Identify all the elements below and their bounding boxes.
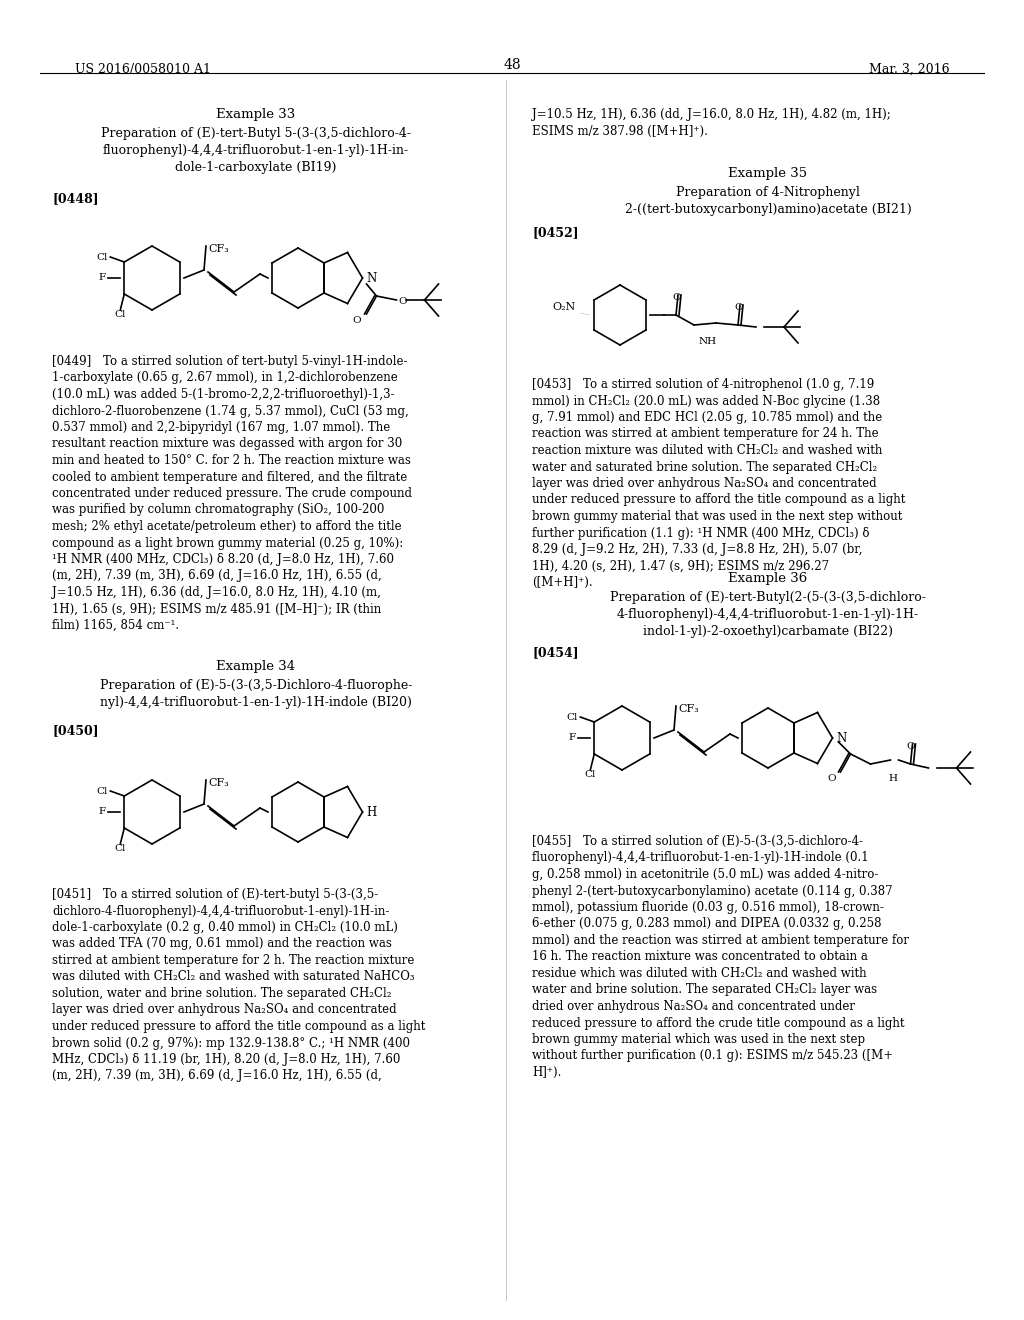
Text: [0453] To a stirred solution of 4-nitrophenol (1.0 g, 7.19
mmol) in CH₂Cl₂ (20.0: [0453] To a stirred solution of 4-nitrop… bbox=[532, 378, 905, 589]
Text: CF₃: CF₃ bbox=[208, 777, 228, 788]
Text: Cl: Cl bbox=[566, 714, 578, 722]
Text: CF₃: CF₃ bbox=[678, 704, 698, 714]
Text: [0449] To a stirred solution of tert-butyl 5-vinyl-1H-indole-
1-carboxylate (0.6: [0449] To a stirred solution of tert-but… bbox=[52, 355, 412, 632]
Text: 48: 48 bbox=[503, 58, 521, 73]
Text: Cl: Cl bbox=[115, 310, 126, 319]
Text: O: O bbox=[734, 304, 743, 312]
Text: J=10.5 Hz, 1H), 6.36 (dd, J=16.0, 8.0 Hz, 1H), 4.82 (m, 1H);
ESIMS m/z 387.98 ([: J=10.5 Hz, 1H), 6.36 (dd, J=16.0, 8.0 Hz… bbox=[532, 108, 891, 137]
Text: US 2016/0058010 A1: US 2016/0058010 A1 bbox=[75, 63, 211, 77]
Text: O: O bbox=[673, 293, 681, 302]
Text: Cl: Cl bbox=[115, 843, 126, 853]
Text: O: O bbox=[352, 315, 361, 325]
Text: N: N bbox=[836, 733, 846, 746]
Text: Preparation of (E)-tert-Butyl 5-(3-(3,5-dichloro-4-
fluorophenyl)-4,4,4-trifluor: Preparation of (E)-tert-Butyl 5-(3-(3,5-… bbox=[101, 127, 411, 174]
Text: H: H bbox=[366, 807, 376, 820]
Text: Cl: Cl bbox=[585, 770, 596, 779]
Text: F: F bbox=[99, 273, 106, 282]
Text: [0448]: [0448] bbox=[52, 191, 98, 205]
Text: Cl: Cl bbox=[96, 788, 108, 796]
Text: O: O bbox=[398, 297, 407, 306]
Text: Example 34: Example 34 bbox=[216, 660, 296, 673]
Text: H: H bbox=[888, 774, 897, 783]
Text: Preparation of 4-Nitrophenyl
2-((tert-butoxycarbonyl)amino)acetate (BI21): Preparation of 4-Nitrophenyl 2-((tert-bu… bbox=[625, 186, 911, 216]
Text: NH: NH bbox=[699, 337, 717, 346]
Text: Example 35: Example 35 bbox=[728, 168, 808, 180]
Text: [0452]: [0452] bbox=[532, 226, 579, 239]
Text: N: N bbox=[366, 272, 376, 285]
Text: [0455] To a stirred solution of (E)-5-(3-(3,5-dichloro-4-
fluorophenyl)-4,4,4-tr: [0455] To a stirred solution of (E)-5-(3… bbox=[532, 836, 909, 1078]
Text: Example 36: Example 36 bbox=[728, 572, 808, 585]
Text: F: F bbox=[569, 734, 575, 742]
Text: F: F bbox=[99, 808, 106, 817]
Text: [0451] To a stirred solution of (E)-tert-butyl 5-(3-(3,5-
dichloro-4-fluoropheny: [0451] To a stirred solution of (E)-tert… bbox=[52, 888, 425, 1082]
Text: O: O bbox=[906, 742, 915, 751]
Text: [0450]: [0450] bbox=[52, 723, 98, 737]
Text: Cl: Cl bbox=[96, 253, 108, 263]
Text: O: O bbox=[827, 774, 836, 783]
Text: Preparation of (E)-tert-Butyl(2-(5-(3-(3,5-dichloro-
4-fluorophenyl)-4,4,4-trifl: Preparation of (E)-tert-Butyl(2-(5-(3-(3… bbox=[610, 591, 926, 638]
Text: Example 33: Example 33 bbox=[216, 108, 296, 121]
Text: Mar. 3, 2016: Mar. 3, 2016 bbox=[869, 63, 950, 77]
Text: CF₃: CF₃ bbox=[208, 244, 228, 253]
Text: O₂N: O₂N bbox=[552, 302, 575, 312]
Text: [0454]: [0454] bbox=[532, 645, 579, 659]
Text: Preparation of (E)-5-(3-(3,5-Dichloro-4-fluorophe-
nyl)-4,4,4-trifluorobut-1-en-: Preparation of (E)-5-(3-(3,5-Dichloro-4-… bbox=[99, 678, 413, 709]
